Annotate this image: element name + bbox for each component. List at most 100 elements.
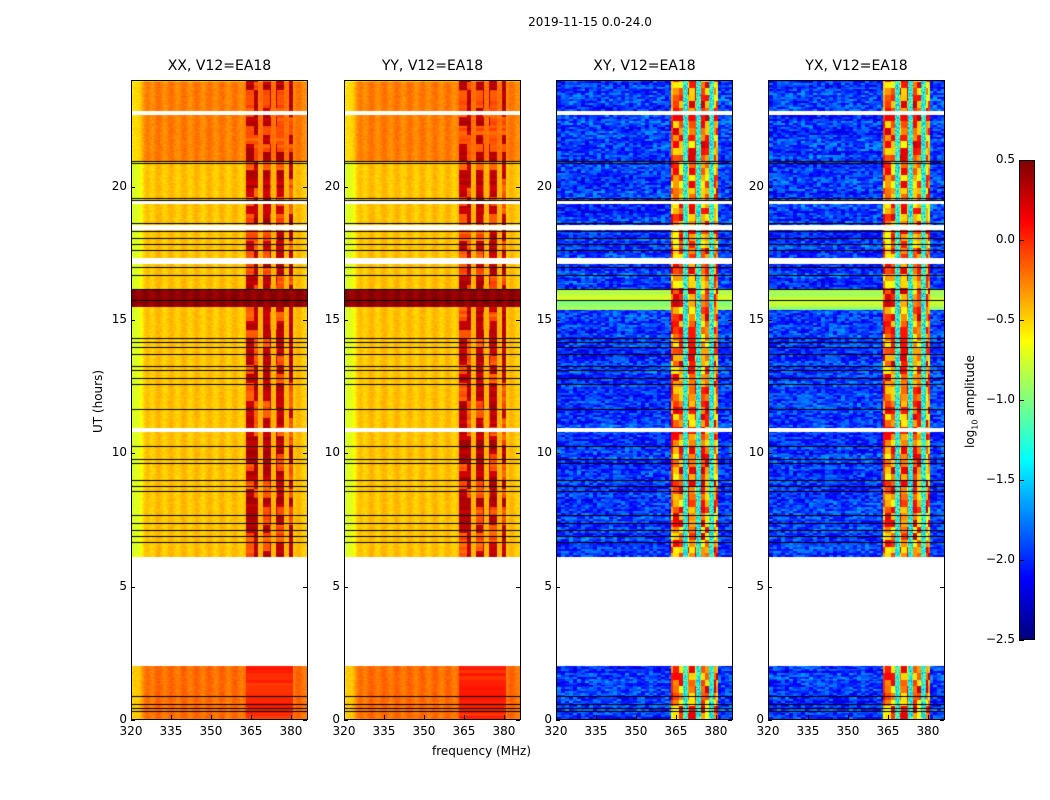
x-tick-mark: [847, 715, 849, 719]
x-tick-label: 350: [199, 724, 223, 738]
x-tick-mark: [131, 715, 132, 719]
panel-title: XX, V12=EA18: [167, 58, 272, 74]
colorbar-tick-label: −1.5: [985, 472, 1015, 486]
y-tick-mark: [728, 186, 732, 188]
y-tick-label: 0: [332, 712, 340, 726]
x-tick-label: 320: [119, 724, 143, 738]
y-tick-mark: [303, 320, 307, 321]
y-tick-label: 20: [748, 178, 764, 193]
y-tick-label: 10: [324, 445, 340, 460]
y-tick-mark: [728, 453, 732, 455]
heatmap-panel-yy: [344, 80, 521, 720]
y-tick-mark: [131, 720, 135, 721]
y-tick-mark: [556, 586, 560, 588]
heatmap-image: [345, 81, 520, 719]
x-tick-mark: [463, 715, 465, 719]
colorbar-tick-mark: [1019, 320, 1024, 321]
y-tick-mark: [728, 586, 732, 588]
x-tick-mark: [170, 715, 172, 719]
y-tick-label: 0: [544, 712, 552, 726]
x-tick-label: 335: [159, 724, 183, 738]
panel-title: YY, V12=EA18: [381, 58, 484, 74]
y-tick-mark: [556, 186, 560, 188]
panel-title: XY, V12=EA18: [593, 58, 696, 74]
colorbar-label-sub: 10: [970, 419, 980, 430]
y-tick-label: 20: [536, 178, 552, 193]
colorbar-tick-label: −1.0: [985, 392, 1015, 406]
x-tick-mark: [556, 715, 557, 719]
x-tick-mark: [503, 715, 505, 719]
heatmap-image: [132, 81, 307, 719]
x-tick-label: 350: [624, 724, 648, 738]
y-tick-label: 5: [544, 578, 552, 593]
y-tick-label: 5: [332, 578, 340, 593]
x-tick-mark: [210, 715, 212, 719]
y-tick-mark: [131, 320, 135, 321]
x-tick-label: 320: [756, 724, 780, 738]
y-tick-mark: [131, 586, 135, 588]
x-tick-label: 365: [452, 724, 476, 738]
y-tick-label: 15: [324, 312, 340, 326]
y-tick-mark: [344, 453, 348, 455]
y-tick-mark: [516, 720, 520, 721]
y-tick-label: 15: [536, 312, 552, 326]
y-tick-label: 5: [756, 578, 764, 593]
x-tick-mark: [290, 715, 292, 719]
y-tick-mark: [303, 453, 307, 455]
x-tick-label: 350: [412, 724, 436, 738]
y-tick-mark: [131, 186, 135, 188]
panel-title: YX, V12=EA18: [805, 58, 908, 74]
x-tick-label: 350: [836, 724, 860, 738]
x-tick-label: 335: [372, 724, 396, 738]
x-tick-mark: [423, 715, 425, 719]
colorbar-tick-label: 0.5: [995, 152, 1015, 166]
y-tick-label: 15: [748, 312, 764, 326]
x-tick-mark: [807, 715, 809, 719]
colorbar-tick-mark: [1019, 560, 1024, 561]
y-tick-label: 10: [111, 445, 127, 460]
y-tick-label: 0: [756, 712, 764, 726]
figure-title: 2019-11-15 0.0-24.0: [528, 15, 652, 29]
y-tick-label: 5: [119, 578, 127, 593]
y-tick-mark: [344, 320, 348, 321]
y-tick-mark: [303, 586, 307, 588]
y-tick-mark: [768, 186, 772, 188]
y-tick-mark: [768, 720, 772, 721]
x-tick-label: 365: [664, 724, 688, 738]
x-tick-mark: [595, 715, 597, 719]
colorbar-tick-mark: [1019, 240, 1024, 241]
y-tick-mark: [940, 453, 944, 455]
colorbar-tick-mark: [1019, 480, 1024, 481]
x-tick-label: 365: [239, 724, 263, 738]
y-tick-mark: [940, 186, 944, 188]
heatmap-image: [769, 81, 944, 719]
colorbar-tick-mark: [1019, 400, 1024, 401]
y-tick-label: 10: [748, 445, 764, 460]
colorbar-gradient: [1020, 161, 1034, 639]
x-tick-mark: [768, 715, 769, 719]
y-tick-mark: [940, 586, 944, 588]
colorbar-label-rest: amplitude: [963, 355, 977, 420]
x-tick-mark: [250, 715, 252, 719]
x-tick-label: 335: [584, 724, 608, 738]
x-tick-mark: [635, 715, 637, 719]
colorbar-tick-mark: [1019, 160, 1024, 161]
y-tick-mark: [728, 320, 732, 321]
x-tick-mark: [675, 715, 677, 719]
y-tick-mark: [131, 453, 135, 455]
y-tick-mark: [344, 186, 348, 188]
y-tick-mark: [768, 453, 772, 455]
y-tick-mark: [768, 586, 772, 588]
heatmap-panel-yx: [768, 80, 945, 720]
y-tick-mark: [344, 720, 348, 721]
x-tick-mark: [887, 715, 889, 719]
x-axis-label: frequency (MHz): [432, 744, 532, 758]
y-tick-mark: [303, 720, 307, 721]
colorbar-tick-mark: [1019, 640, 1024, 641]
y-tick-label: 0: [119, 712, 127, 726]
y-axis-label: UT (hours): [91, 369, 105, 433]
y-tick-mark: [556, 453, 560, 455]
y-tick-mark: [728, 720, 732, 721]
colorbar-tick-label: −0.5: [985, 312, 1015, 326]
y-tick-mark: [940, 720, 944, 721]
